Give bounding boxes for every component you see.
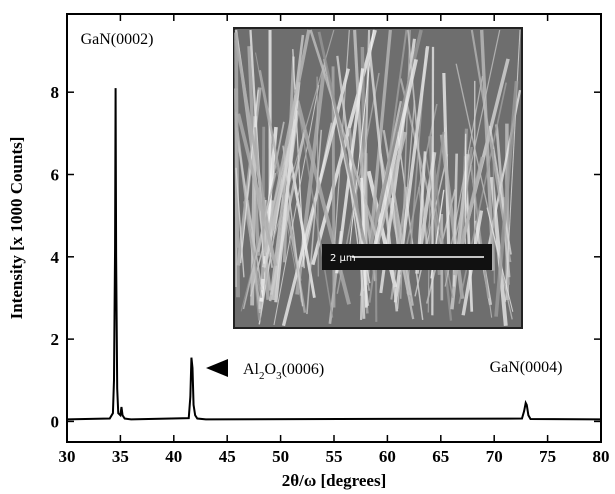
annotation: Al2O3(0006)	[243, 361, 324, 382]
nanowire	[234, 32, 239, 248]
annotation-part: Al	[243, 361, 260, 378]
nanowire	[317, 31, 368, 253]
x-tick-label: 50	[272, 447, 289, 466]
y-tick-label: 0	[51, 412, 60, 431]
x-tick-label: 80	[593, 447, 610, 466]
nanowire	[262, 29, 335, 276]
annotation: GaN(0002)	[81, 31, 154, 48]
annotation-part: (0006)	[282, 361, 325, 378]
nanowire	[242, 172, 277, 310]
nanowire	[254, 127, 266, 257]
nanowire	[235, 167, 245, 278]
arrow	[206, 359, 228, 377]
nanowire	[494, 81, 519, 317]
x-tick-label: 75	[539, 447, 556, 466]
y-tick-label: 6	[51, 166, 60, 185]
nanowire	[309, 29, 384, 255]
y-tick-label: 2	[51, 330, 60, 349]
nanowire	[444, 29, 501, 287]
nanowire	[295, 100, 351, 305]
nanowire	[439, 134, 465, 299]
nanowire	[234, 40, 276, 261]
nanowire	[492, 148, 496, 284]
x-axis-label: 2θ/ω [degrees]	[282, 471, 387, 490]
nanowire	[479, 29, 495, 271]
subscript: 2	[259, 370, 265, 382]
x-tick-label: 30	[59, 447, 76, 466]
data-line	[66, 88, 602, 421]
scale-bar-label: 2 µm	[330, 253, 356, 264]
x-tick-label: 55	[326, 447, 343, 466]
nanowire	[367, 29, 423, 251]
nanowire	[263, 29, 311, 253]
nanowire	[235, 129, 263, 291]
nanowire	[236, 113, 278, 267]
x-tick-label: 65	[432, 447, 449, 466]
nanowire	[505, 29, 521, 302]
x-tick-label: 45	[219, 447, 236, 466]
y-axis-label: Intensity [x 1000 Counts]	[7, 137, 26, 320]
inset-image: 2 µm	[233, 27, 523, 329]
x-tick-label: 60	[379, 447, 396, 466]
nanowire	[273, 84, 320, 326]
nanowire	[369, 59, 418, 261]
annotation-part: O	[265, 361, 277, 378]
nanowire	[243, 201, 263, 298]
nanowire	[348, 29, 374, 257]
y-tick-label: 4	[51, 248, 60, 267]
subscript: 3	[276, 370, 282, 382]
nanowire	[268, 129, 307, 302]
nanowire	[455, 63, 513, 320]
nanowire	[431, 46, 435, 316]
nanowire	[294, 89, 334, 318]
nanowire	[306, 129, 323, 315]
y-tick-label: 8	[51, 83, 60, 102]
nanowire	[427, 131, 445, 252]
x-tick-label: 70	[486, 447, 503, 466]
nanowire	[417, 151, 427, 251]
annotation: GaN(0004)	[490, 359, 563, 376]
x-tick-label: 35	[112, 447, 129, 466]
nanowire	[464, 133, 467, 265]
nanowire	[282, 145, 304, 307]
nanowire	[274, 82, 301, 303]
nanowire	[407, 29, 430, 269]
nanowire	[488, 125, 512, 255]
x-tick-label: 40	[165, 447, 182, 466]
